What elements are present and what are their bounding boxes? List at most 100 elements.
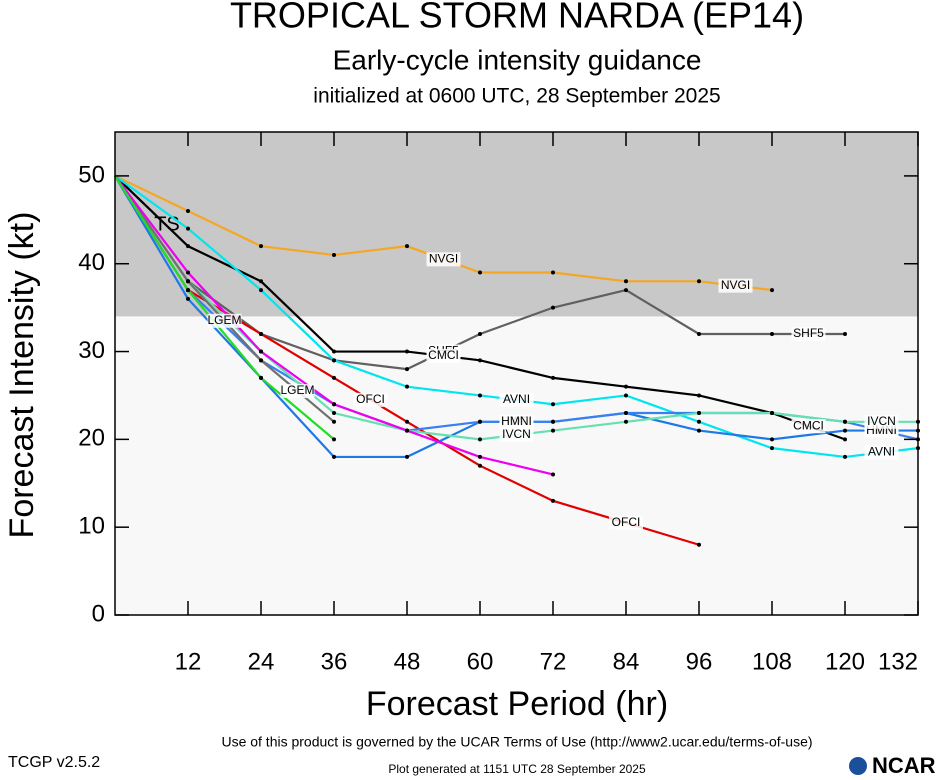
series-label-group: LGEM [280,383,315,399]
data-point [770,437,774,442]
data-point [332,419,336,424]
series-label: CMCI [428,348,459,362]
series-label: NVGI [721,278,750,292]
series-label-bg [609,515,643,530]
data-point [332,411,336,416]
data-point [405,454,409,459]
x-tick-label: 36 [321,648,348,675]
series-label-group: LGEM [207,313,242,328]
series-label-group: IVCN [864,414,899,429]
series-label-group: AVNI [499,392,534,407]
series-label-group: IVCN [499,427,534,442]
data-point [332,454,336,459]
x-tick-label: 60 [467,648,494,675]
x-tick-label: 96 [686,648,713,675]
data-point [624,393,628,398]
series-label-group: HMNI [499,414,534,429]
data-point [478,454,482,459]
data-point [843,454,847,459]
x-tick-label: 72 [540,648,567,675]
data-point [551,428,555,433]
data-point [186,288,190,293]
series-label-group: NVGI [718,278,753,293]
data-point [332,402,336,407]
data-point [478,463,482,468]
y-tick-label: 50 [78,161,105,188]
series-label: OFCI [356,392,385,406]
data-point [551,305,555,310]
series-label-bg [207,313,242,328]
intensity-band [115,132,918,317]
data-point [697,393,701,398]
x-tick-label: 24 [248,648,275,675]
data-point [259,331,263,336]
data-point [478,331,482,336]
x-tick-label: 120 [825,648,865,675]
data-point [624,419,628,424]
generated: Plot generated at 1151 UTC 28 September … [388,762,646,776]
series-label: SHF5 [793,326,824,340]
data-point [478,437,482,442]
plot-frame [114,131,919,616]
x-tick-label: 132 [878,648,918,675]
y-tick-label: 40 [78,249,105,276]
data-point [405,384,409,389]
data-point [551,375,555,380]
data-point [332,437,336,442]
series-label-bg [791,326,826,341]
series-label-bg [499,427,534,442]
series-label: AVNI [868,445,895,459]
chart-title: TROPICAL STORM NARDA (EP14) [230,0,804,36]
series-label-group: AVNI [864,445,899,460]
x-axis-label: Forecast Period (hr) [366,685,668,723]
series-label: LGEM [280,383,314,397]
logo: NCAR [872,753,936,778]
y-tick-label: 30 [78,337,105,364]
series-label: LGEM [207,313,241,327]
series-label: AVNI [503,392,530,406]
data-point [186,270,190,275]
data-point [405,244,409,249]
data-point [332,358,336,363]
series-label-bg [353,392,388,407]
data-point [259,349,263,354]
data-point [551,472,555,477]
data-point [697,279,701,284]
data-point [478,270,482,275]
data-point [405,367,409,372]
data-point [843,419,847,424]
data-point [697,411,701,416]
series-label-bg [864,414,899,429]
data-point [624,411,628,416]
logo-mark [849,757,867,775]
series-label-bg [426,348,461,363]
data-point [770,331,774,336]
data-point [697,428,701,433]
data-point [332,375,336,380]
data-point [186,279,190,284]
series-label: HMNI [501,414,532,428]
series-label: CMCI [793,418,824,432]
data-point [186,296,190,301]
data-point [478,393,482,398]
series-label-group: NVGI [426,252,461,267]
data-point [259,288,263,293]
version: TCGP v2.5.2 [8,754,100,771]
init-time: initialized at 0600 UTC, 28 September 20… [313,85,720,108]
series-label: IVCN [867,414,896,428]
chart-subtitle: Early-cycle intensity guidance [333,44,702,75]
data-point [332,349,336,354]
series-label-bg [864,445,899,460]
data-point [843,437,847,442]
data-point [624,288,628,293]
data-point [843,331,847,336]
data-point [770,446,774,451]
data-point [551,498,555,503]
series-line [114,175,335,441]
data-point [624,384,628,389]
series-label-bg [280,384,315,399]
data-point [551,419,555,424]
data-point [259,244,263,249]
series-label-group: CMCI [791,418,826,434]
